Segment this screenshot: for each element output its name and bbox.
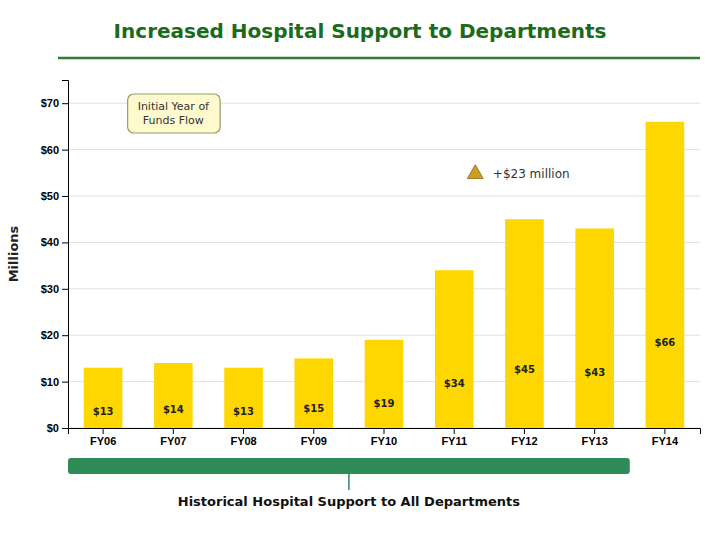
data-label: $13 (233, 406, 254, 417)
axis-line (69, 429, 701, 435)
tick-mark (62, 103, 68, 104)
bar (84, 368, 123, 428)
tick-mark (173, 428, 174, 434)
annotation: +$23 million (493, 167, 570, 181)
y-tick: $10 (41, 376, 68, 388)
x-tick: FY13 (582, 428, 608, 447)
axis-line (62, 81, 69, 429)
tick-mark (454, 428, 455, 434)
plot: $0$10$20$30$40$50$60$70FY06FY07FY08FY09F… (6, 81, 701, 510)
note-text: Initial Year ofFunds Flow (138, 100, 210, 127)
annotation-marker (467, 165, 483, 179)
tick-mark (62, 196, 68, 197)
tick-label: FY07 (160, 435, 186, 447)
x-tick: FY08 (230, 428, 256, 447)
title: Increased Hospital Support to Department… (114, 19, 607, 43)
y-tick: $30 (41, 283, 68, 295)
bars (84, 122, 684, 428)
tick-mark (384, 428, 385, 434)
y-tick: $70 (41, 97, 68, 109)
tick-label: FY06 (90, 435, 116, 447)
tick-label: FY09 (301, 435, 327, 447)
tick-label: $40 (41, 236, 59, 248)
data-label: $43 (584, 367, 605, 378)
data-label: $66 (654, 337, 675, 348)
x-tick: FY10 (371, 428, 397, 447)
tick-mark (594, 428, 595, 434)
x-tick: FY06 (90, 428, 116, 447)
y-tick: $40 (41, 236, 68, 248)
bar (505, 219, 544, 428)
grid (68, 103, 700, 428)
tick-label: FY13 (582, 435, 608, 447)
tick-mark (313, 428, 314, 434)
bar (224, 368, 263, 428)
tick-label: $60 (41, 144, 59, 156)
tick-label: FY12 (511, 435, 537, 447)
tick-label: FY11 (441, 435, 467, 447)
bracket-label: Historical Hospital Support to All Depar… (178, 494, 520, 509)
tick-mark (103, 428, 104, 434)
x-tick: FY14 (652, 428, 679, 447)
data-label: $14 (163, 404, 184, 415)
tick-mark (62, 382, 68, 383)
tick-mark (62, 335, 68, 336)
y-axis: $0 $10 $20 $30 $40 $50 $60 $70 (41, 81, 69, 435)
bar (365, 340, 404, 428)
data-label: $15 (303, 403, 324, 414)
bar (646, 122, 685, 428)
x-tick: FY07 (160, 428, 186, 447)
bar (435, 270, 474, 428)
tick-label: FY10 (371, 435, 397, 447)
title-rule (58, 57, 700, 60)
tick-mark (62, 242, 68, 243)
note-box: Initial Year ofFunds Flow (128, 94, 220, 133)
tick-mark (664, 428, 665, 434)
bar (294, 358, 333, 428)
tick-label: $10 (41, 376, 59, 388)
x-tick: FY12 (511, 428, 537, 447)
data-label: $45 (514, 364, 535, 375)
x-tick: FY09 (301, 428, 327, 447)
bar (154, 363, 193, 428)
tick-mark (62, 289, 68, 290)
x-tick: FY11 (441, 428, 467, 447)
tick-label: $70 (41, 97, 59, 109)
data-label: $19 (374, 398, 395, 409)
tick-label: $30 (41, 283, 59, 295)
data-label: $13 (93, 406, 114, 417)
tick-mark (62, 150, 68, 151)
bracket-stem (348, 474, 350, 490)
bracket-bar (68, 458, 630, 474)
tick-label: FY08 (230, 435, 256, 447)
y-axis-label: Millions (6, 225, 21, 282)
tick-mark (62, 428, 68, 429)
note-frame (128, 94, 220, 133)
x-axis: FY06 FY07 FY08 FY09 FY10 FY11 FY12 FY13 FY14 (69, 428, 701, 447)
data-label: $34 (444, 378, 465, 389)
chart: Increased Hospital Support to Department… (0, 0, 720, 540)
tick-label: $20 (41, 329, 59, 341)
data-labels: $13 $14 $13 $15 $19 $34 $45 $43 $66 (93, 337, 676, 417)
y-tick: $0 (47, 422, 68, 434)
tick-mark (243, 428, 244, 434)
y-tick: $50 (41, 190, 68, 202)
y-tick: $20 (41, 329, 68, 341)
grid-line (68, 196, 700, 197)
bar (575, 228, 614, 428)
tick-label: FY14 (652, 435, 679, 447)
tick-label: $50 (41, 190, 59, 202)
tick-mark (524, 428, 525, 434)
grid-line (68, 149, 700, 150)
y-tick: $60 (41, 144, 68, 156)
tick-label: $0 (47, 422, 59, 434)
